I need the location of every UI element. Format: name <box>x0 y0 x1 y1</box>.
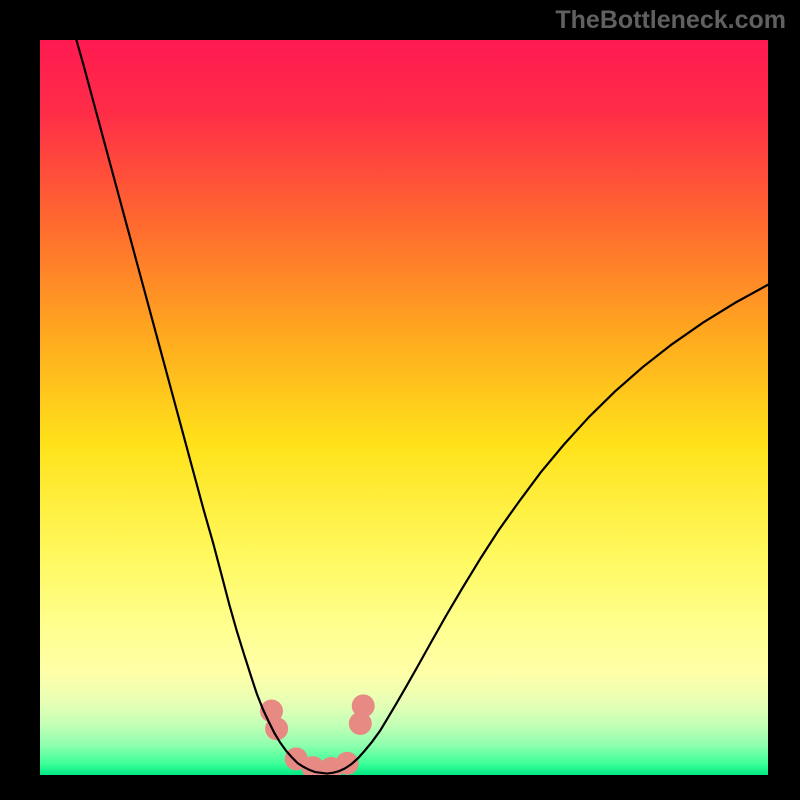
chart-container: TheBottleneck.com <box>0 0 800 800</box>
plot-area <box>40 40 768 775</box>
highlight-marker <box>352 694 375 717</box>
chart-svg <box>0 0 800 800</box>
watermark-text: TheBottleneck.com <box>555 6 786 35</box>
